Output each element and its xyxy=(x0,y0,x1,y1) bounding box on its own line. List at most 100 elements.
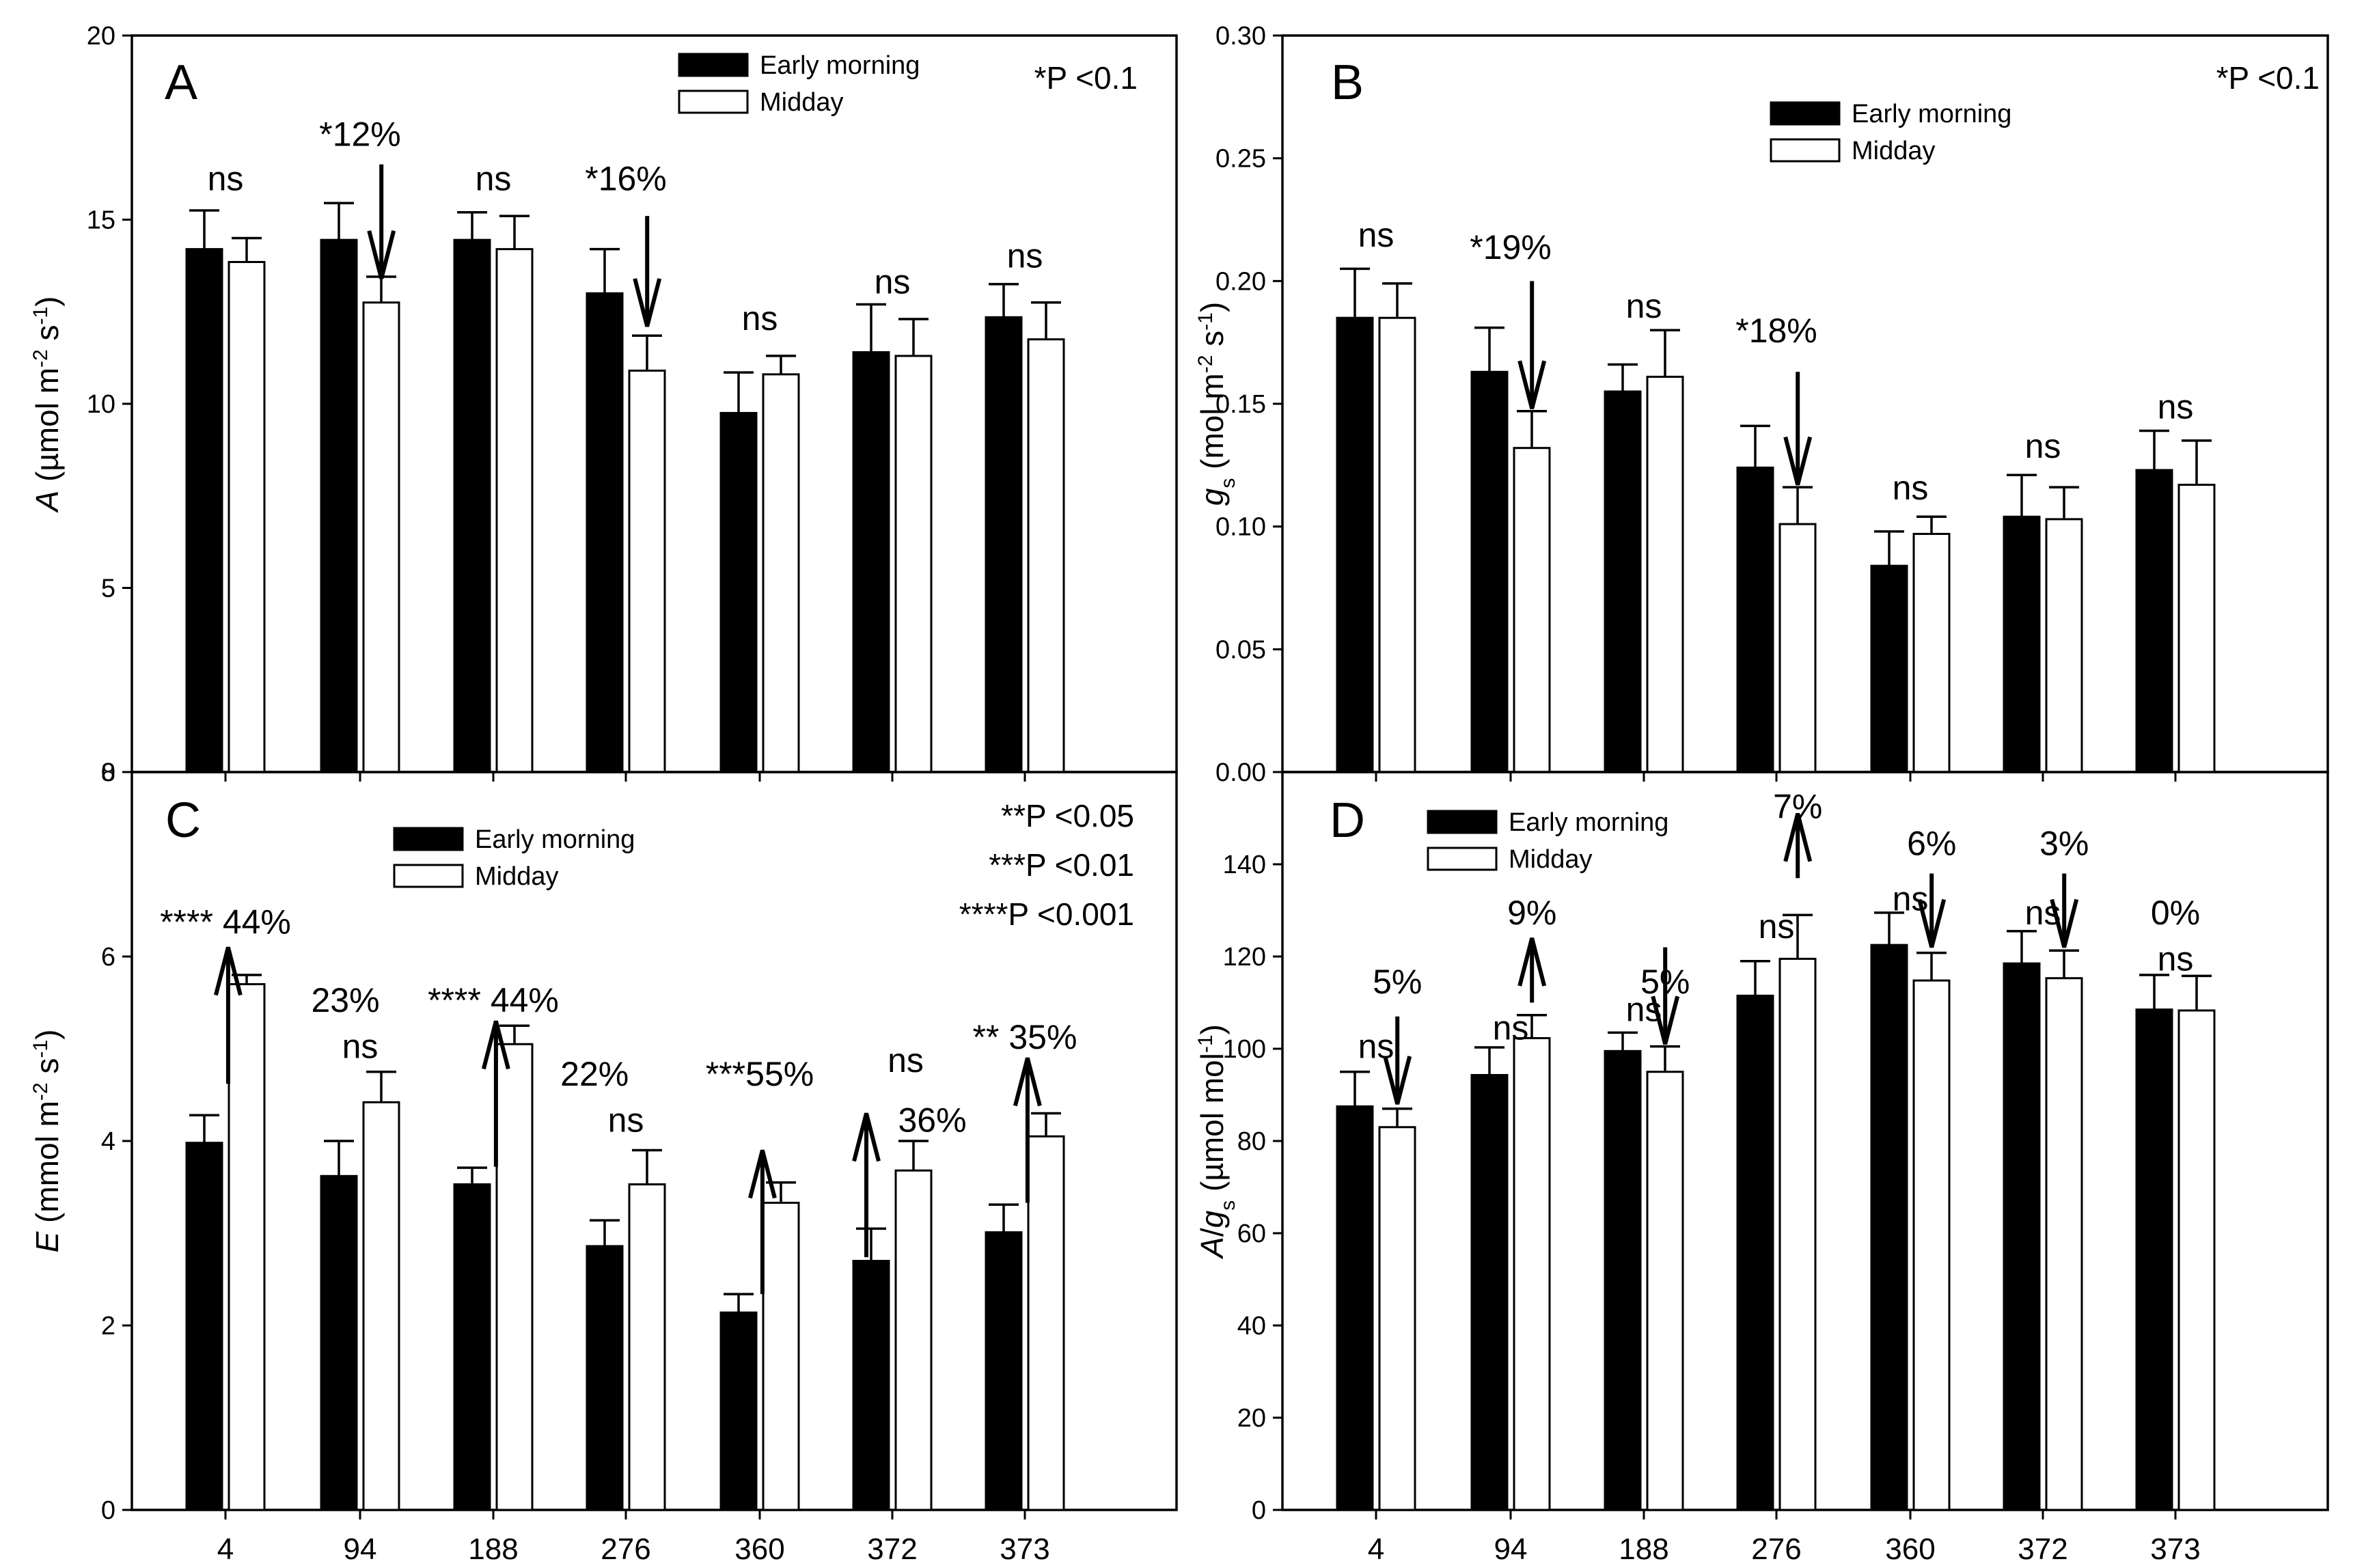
significance-note: ***P <0.01 xyxy=(989,847,1134,883)
y-axis-label-part: s xyxy=(29,1058,65,1083)
y-tick-label: 4 xyxy=(101,1127,115,1156)
panel-letter: D xyxy=(1330,793,1365,848)
up-arrow-icon xyxy=(852,1112,881,1258)
y-axis-label-part: (mol m xyxy=(1194,373,1230,478)
legend-label: Midday xyxy=(760,88,844,117)
arrow-head xyxy=(1783,436,1813,486)
annotation-label: ns xyxy=(875,262,911,301)
legend-swatch-early-morning xyxy=(393,827,464,851)
y-axis-label-part: ) xyxy=(29,1030,65,1040)
y-axis-label-part: s xyxy=(1217,1200,1239,1211)
bar-early-morning xyxy=(320,238,358,773)
annotation-label: 3% xyxy=(2039,825,2089,863)
annotation-label: ns xyxy=(2158,939,2194,978)
bar-midday xyxy=(1513,447,1551,773)
bar-midday xyxy=(1912,979,1951,1511)
bar-early-morning xyxy=(320,1174,358,1511)
down-arrow-icon xyxy=(2050,873,2079,948)
bar-early-morning xyxy=(2135,469,2173,773)
x-tick-label: 4 xyxy=(1368,1532,1384,1566)
annotation-label: ns xyxy=(342,1028,379,1066)
bar-midday xyxy=(1778,523,1817,773)
x-tick-label: 372 xyxy=(867,1532,917,1566)
y-tick-label: 0.00 xyxy=(1215,758,1266,787)
up-arrow-icon xyxy=(1517,937,1547,1003)
annotation-label: 23% xyxy=(311,981,379,1019)
y-tick-label: 0.05 xyxy=(1215,635,1266,664)
bar-early-morning xyxy=(1870,564,1908,773)
down-arrow-icon xyxy=(1383,1016,1412,1105)
bar-early-morning xyxy=(1470,1073,1509,1511)
legend-swatch-early-morning xyxy=(678,53,749,77)
annotation-label: ns xyxy=(1358,1028,1394,1066)
arrow-head xyxy=(1013,1057,1042,1107)
panel-C: 0 2 4 6 8 E (mmol m-2 s-1) 4 94 188 276 360 372 373 E… xyxy=(29,758,1178,1566)
bar-early-morning xyxy=(586,292,624,773)
annotation-label: ns xyxy=(1358,216,1394,254)
y-tick-label: 8 xyxy=(101,758,115,787)
legend-swatch-midday xyxy=(393,864,464,888)
arrow-head xyxy=(2050,898,2079,948)
bar-early-morning xyxy=(1336,316,1374,773)
y-tick-label: 0 xyxy=(1252,1496,1266,1525)
legend-label: Early morning xyxy=(1509,808,1668,837)
y-tick-label: 20 xyxy=(87,22,115,51)
y-axis-label-part: -2 xyxy=(29,349,52,368)
up-arrow-icon xyxy=(481,1020,510,1167)
arrow-head xyxy=(1917,898,1947,948)
down-arrow-icon xyxy=(1783,372,1813,486)
y-tick-label: 40 xyxy=(1237,1312,1266,1340)
annotation-label: **** 44% xyxy=(160,903,291,941)
legend-swatch-midday xyxy=(678,90,749,114)
bar-early-morning xyxy=(2003,515,2041,773)
y-axis-label-part: -1 xyxy=(1194,312,1217,331)
bar-midday xyxy=(362,301,400,773)
y-axis-label: A (µmol m-2 s-1) xyxy=(29,297,66,514)
y-tick-label: 5 xyxy=(101,575,115,603)
y-tick-label: 80 xyxy=(1237,1127,1266,1156)
legend-swatch-midday xyxy=(1770,138,1841,163)
y-tick-label: 120 xyxy=(1223,943,1266,972)
bar-early-morning xyxy=(1870,944,1908,1511)
annotation-label: 36% xyxy=(898,1101,966,1140)
annotation-label: ns xyxy=(888,1041,924,1079)
bar-midday xyxy=(762,1201,800,1511)
y-axis-label-part: / xyxy=(1194,1228,1230,1237)
bar-early-morning xyxy=(1736,466,1774,773)
annotation-label: ns xyxy=(1493,1009,1529,1047)
arrow-head xyxy=(1383,1056,1412,1105)
y-axis-label-part: -1 xyxy=(1194,1034,1217,1053)
annotation-label: ns xyxy=(1759,907,1795,946)
y-tick-label: 10 xyxy=(87,390,115,419)
up-arrow-icon xyxy=(747,1149,777,1295)
up-arrow-icon xyxy=(1013,1057,1042,1203)
y-tick-label: 15 xyxy=(87,206,115,235)
legend-label: Early morning xyxy=(760,51,920,80)
y-axis-label: E (mmol m-2 s-1) xyxy=(29,1030,66,1253)
panel-B: 0.00 0.05 0.10 0.15 0.20 0.25 0.30 gs (mol m-2 … xyxy=(1194,22,2329,787)
bar-midday xyxy=(2045,977,2083,1511)
legend-label: Midday xyxy=(1852,137,1936,165)
bar-early-morning xyxy=(852,1260,890,1511)
bar-early-morning xyxy=(1336,1105,1374,1511)
bar-midday xyxy=(362,1101,400,1511)
annotation-label: ** 35% xyxy=(973,1018,1077,1056)
arrow-head xyxy=(1651,995,1680,1045)
bar-early-morning xyxy=(985,316,1023,773)
annotation-label: *18% xyxy=(1735,312,1817,350)
significance-note: *P <0.1 xyxy=(1034,60,1138,96)
y-tick-label: 100 xyxy=(1223,1035,1266,1064)
y-tick-label: 0.30 xyxy=(1215,22,1266,51)
bar-midday xyxy=(495,248,534,773)
y-axis-label-part: A xyxy=(29,491,65,514)
bar-midday xyxy=(894,1169,933,1511)
panel-letter: A xyxy=(165,55,197,110)
y-axis-label-part: ) xyxy=(1194,302,1230,312)
y-tick-label: 20 xyxy=(1237,1404,1266,1433)
x-tick-label: 276 xyxy=(1751,1532,1801,1566)
annotation-label: 0% xyxy=(2151,894,2200,932)
bar-early-morning xyxy=(185,1142,223,1511)
y-axis-label-part: (µmol m xyxy=(29,368,65,491)
y-axis-label-part: g xyxy=(1194,488,1230,506)
